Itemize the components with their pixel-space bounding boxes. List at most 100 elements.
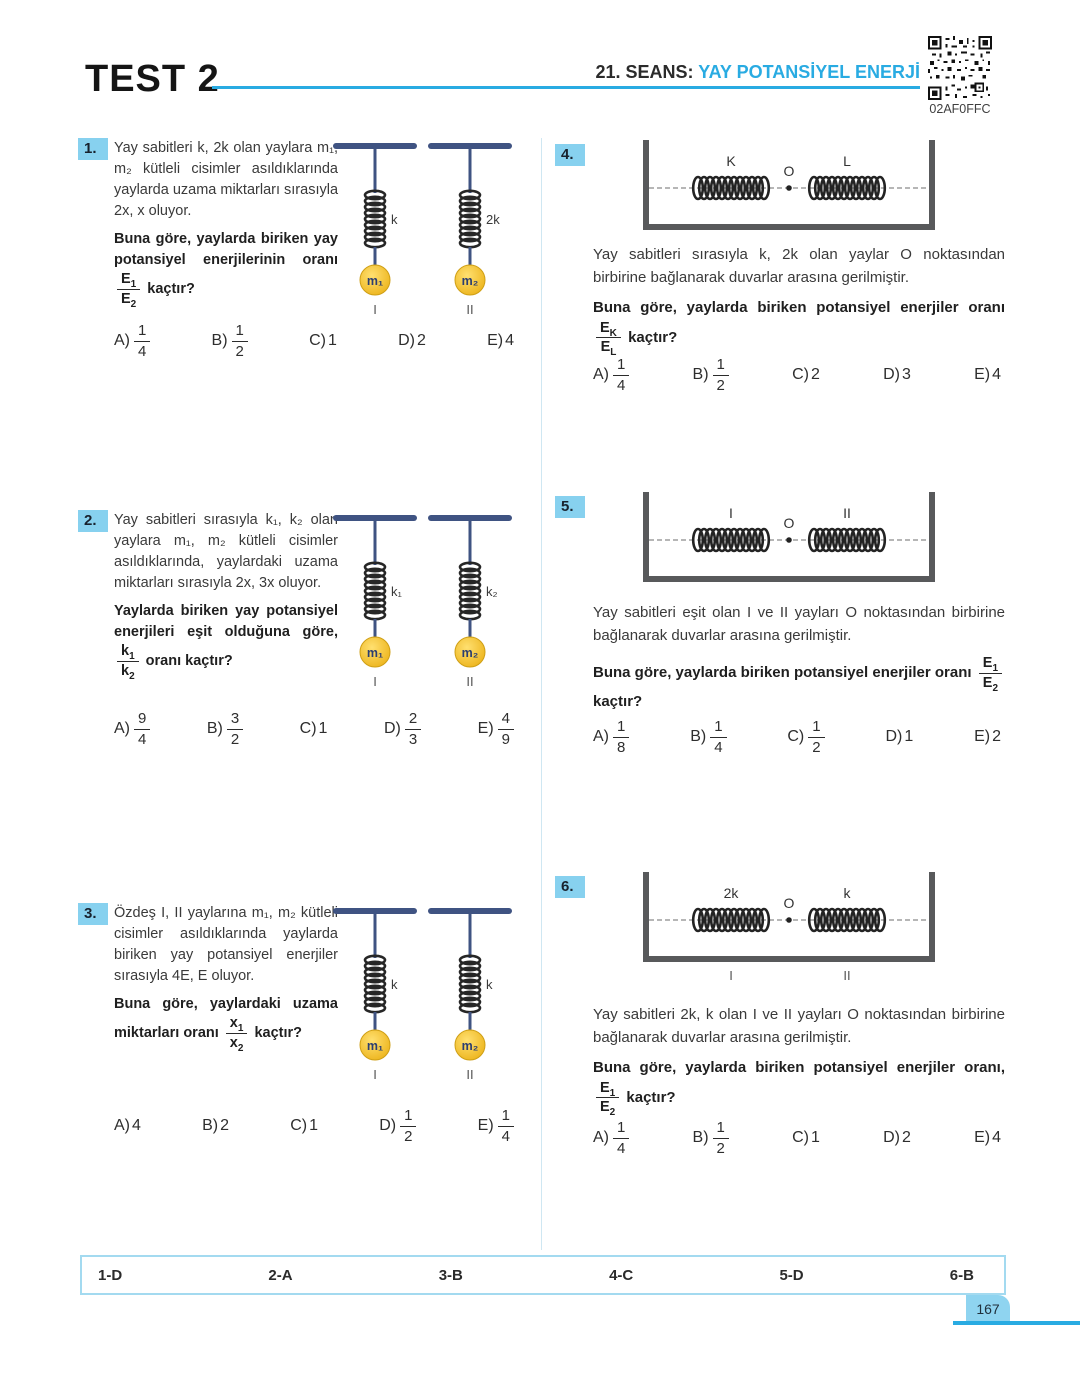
spring-coil-icon (363, 954, 387, 1014)
mass-label: m₁ (367, 646, 383, 660)
connection-point-label: O (784, 515, 795, 531)
spring-constant-label: 2k (486, 212, 500, 227)
ratio-fraction: EK EL (596, 320, 621, 358)
spring-constant-label: k₁ (391, 584, 403, 599)
answer-value: 2 (901, 1129, 911, 1146)
ceiling-bar (333, 908, 417, 914)
right-spring-unit: 2k m₂ II (428, 143, 512, 317)
answers-row: A) 1 4 B) 1 2 C) 1 D) 2 E) 4 (114, 318, 514, 364)
answer-option: E) 1 4 (478, 1107, 514, 1145)
answer-value: 4 (992, 1129, 1001, 1146)
wall-left (643, 872, 649, 962)
answer-label: B) (692, 1129, 709, 1146)
spring-coil-icon (807, 175, 887, 201)
spring-coil-icon (807, 907, 887, 933)
question-number-badge: 3. (78, 903, 108, 925)
hanging-springs-diagram: k₁ m₁ I k₂ m₂ II (333, 515, 512, 689)
column-divider (541, 138, 542, 1250)
answer-value: 1 (327, 332, 337, 349)
question-3: 3. Özdeş I, II yaylarına m₁, m₂ kütleli … (78, 903, 520, 1153)
ratio-fraction: E1 E2 (596, 1080, 620, 1118)
left-spring-unit: k₁ m₁ I (333, 515, 417, 689)
wall-right (929, 492, 935, 582)
answer-label: A) (114, 720, 130, 737)
roman-numeral-label: I (729, 968, 733, 983)
hanging-springs-diagram: k m₁ I 2k m₂ II (333, 143, 512, 317)
connection-point-label: O (784, 895, 795, 911)
ratio-fraction: E1 E2 (978, 655, 1002, 693)
mass-ball (454, 1029, 486, 1061)
header-rule (212, 86, 920, 89)
answer-option: C) 1 (309, 332, 337, 350)
spring-constant-label: k (486, 977, 493, 992)
question-intro: Yay sabitleri sırasıyla k₁, k₂ olan yayl… (114, 512, 338, 592)
qr-code-icon (928, 36, 992, 100)
floor-bar (643, 576, 935, 582)
wall-right (929, 140, 935, 230)
spring-coil-icon (691, 907, 771, 933)
ratio-fraction: k1 k2 (117, 643, 139, 681)
answer-option: D) 2 (883, 1129, 911, 1147)
answers-row: A) 1 8 B) 1 4 C) 1 2 D) 1 E) 2 (593, 714, 1001, 760)
answer-value: 1 (309, 1117, 319, 1134)
answer-option: D) 1 2 (379, 1107, 417, 1145)
spring-coil-icon (363, 189, 387, 249)
answer-value: 2 (416, 332, 426, 349)
answer-value: 3 (901, 366, 911, 383)
roman-numeral-label: I (373, 674, 377, 689)
answers-row: A) 9 4 B) 3 2 C) 1 D) 2 3 E) 4 9 (114, 706, 514, 752)
answer-key-item: 6-B (949, 1266, 974, 1284)
question-intro: Yay sabitleri eşit olan I ve II yayları … (593, 604, 1005, 644)
answer-label: A) (114, 1117, 130, 1134)
question-text: Yay sabitleri eşit olan I ve II yayları … (593, 602, 1005, 722)
answer-label: C) (792, 366, 809, 383)
mass-ball (359, 1029, 391, 1061)
wall-springs-diagram: I II O (643, 492, 935, 582)
footer-rule (953, 1321, 1080, 1325)
answer-key-item: 2-A (268, 1266, 293, 1284)
connection-point-dot (786, 537, 792, 543)
qr-code-caption: 02AF0FFC (929, 102, 991, 116)
question-intro: Yay sabitleri 2k, k olan I ve II yayları… (593, 1006, 1005, 1046)
mass-label: m₂ (462, 646, 479, 660)
wall-springs-diagram: K L O (643, 140, 935, 230)
ceiling-bar (333, 143, 417, 149)
question-text: Yay sabitleri sırasıyla k₁, k₂ olan yayl… (114, 510, 338, 686)
answer-value: 2 (220, 1117, 230, 1134)
question-number-badge: 1. (78, 138, 108, 160)
answer-option: D) 1 (885, 728, 913, 746)
question-prompt: Yaylarda biriken yay potansiyel enerjile… (114, 603, 338, 682)
spring-constant-label: k (391, 212, 398, 227)
spring-coil-icon (691, 527, 771, 553)
answer-option: C) 1 (300, 720, 328, 738)
session-label: 21. SEANS: (595, 62, 694, 82)
question-number-badge: 4. (555, 144, 585, 166)
answer-label: D) (398, 332, 415, 349)
answer-label: C) (309, 332, 326, 349)
spring-label-left: 2k (724, 885, 740, 901)
answer-value: 4 (132, 1117, 141, 1134)
answer-label: B) (211, 332, 228, 349)
connection-point-dot (786, 185, 792, 191)
answer-option: D) 3 (883, 366, 911, 384)
ratio-fraction: x1 x2 (225, 1015, 248, 1053)
answer-key-item: 5-D (779, 1266, 804, 1284)
question-text: Yay sabitleri 2k, k olan I ve II yayları… (593, 1004, 1005, 1124)
floor-bar (643, 224, 935, 230)
answer-option: D) 2 3 (384, 710, 422, 748)
mass-ball (454, 264, 486, 296)
answer-option: B) 1 2 (212, 322, 248, 360)
answer-option: D) 2 (398, 332, 426, 350)
question-prompt: Buna göre, yaylarda biriken potansiyel e… (593, 655, 1005, 714)
answer-value: 2 (810, 366, 820, 383)
ceiling-bar (428, 515, 512, 521)
wall-left (643, 492, 649, 582)
roman-numeral-label: I (373, 1067, 377, 1082)
question-prompt: Buna göre, yaylarda biriken yay potansiy… (114, 231, 338, 310)
answer-label: C) (290, 1117, 308, 1134)
answer-label: C) (299, 720, 317, 737)
